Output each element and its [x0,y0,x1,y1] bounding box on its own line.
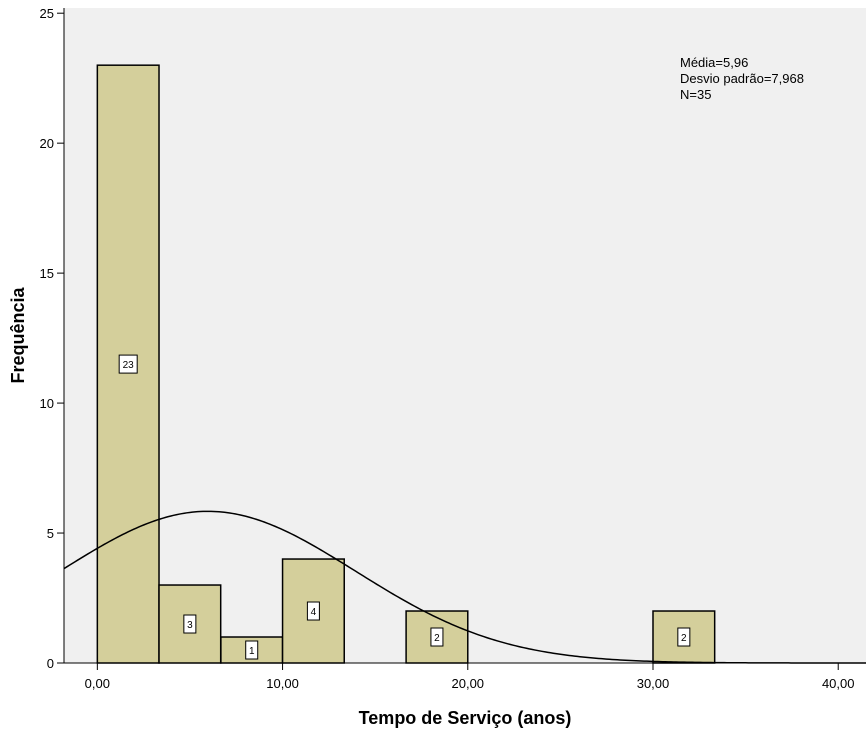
stats-n: N=35 [680,87,711,102]
x-tick-label: 10,00 [266,676,299,691]
y-tick-label: 10 [40,396,54,411]
bar-count-label-2: 1 [249,646,255,657]
x-tick-label: 0,00 [85,676,110,691]
x-tick-label: 40,00 [822,676,855,691]
bar-count-box-1 [183,614,197,634]
bar-count-label-3: 4 [311,607,317,618]
bar-count-box-4 [430,627,444,647]
y-tick-label: 5 [47,526,54,541]
axes-group: 0 5 10 15 20 25 0,00 10,00 20,00 30,00 40,00 [40,6,866,691]
y-tick-label: 20 [40,136,54,151]
bar-count-label-5: 2 [681,633,687,644]
bar-count-box-3 [306,601,320,621]
bar-count-label-4: 2 [434,633,440,644]
stats-sd: Desvio padrão=7,968 [680,71,804,86]
stats-mean: Média=5,96 [680,55,748,70]
y-tick-label: 15 [40,266,54,281]
y-tick-label: 0 [47,656,54,671]
bar-count-box-2 [245,640,259,660]
y-axis-title: Frequência [8,286,28,383]
bar-count-label-0: 23 [123,360,135,371]
plot-area [64,8,866,663]
bar-count-box-5 [677,627,691,647]
bars-group: 23 3 1 4 2 2 [96,64,716,664]
x-axis-title: Tempo de Serviço (anos) [359,708,572,728]
y-tick-label: 25 [40,6,54,21]
bar-count-box-0 [118,354,138,374]
x-tick-label: 20,00 [452,676,485,691]
x-tick-label: 30,00 [637,676,670,691]
bar-count-label-1: 3 [187,620,193,631]
